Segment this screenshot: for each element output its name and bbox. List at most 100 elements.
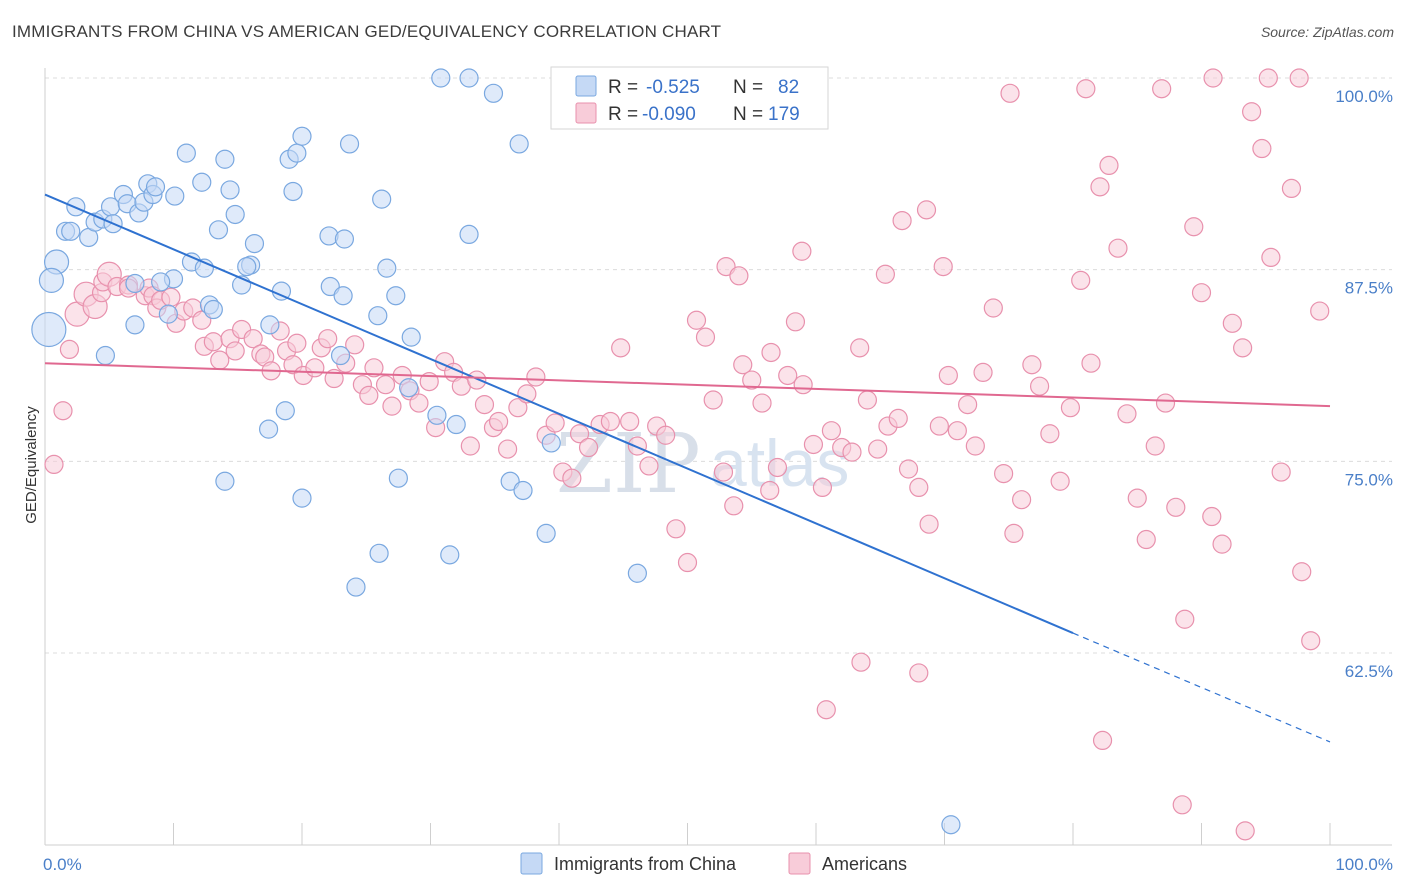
legend-n-label-china: N = bbox=[733, 77, 763, 98]
americans-point-142 bbox=[1261, 247, 1281, 267]
americans-point-56 bbox=[460, 436, 480, 456]
legend-r-label-americans: R = bbox=[608, 104, 638, 125]
china-point-41 bbox=[275, 401, 295, 421]
americans-point-159 bbox=[1152, 79, 1172, 99]
americans-point-42 bbox=[345, 335, 365, 355]
bottom-legend-china: Immigrants from China bbox=[554, 854, 737, 874]
americans-point-113 bbox=[983, 298, 1003, 318]
americans-point-153 bbox=[875, 264, 895, 284]
y-axis-label: GED/Equivalency bbox=[23, 406, 40, 524]
china-point-47 bbox=[319, 226, 339, 246]
americans-point-95 bbox=[812, 477, 833, 497]
americans-point-60 bbox=[489, 411, 509, 432]
legend: R = -0.525 N = 82 R = -0.090 N = 179 bbox=[550, 66, 829, 130]
americans-point-47 bbox=[382, 396, 402, 416]
americans-point-123 bbox=[1081, 353, 1101, 373]
y-tick-label-0: 100.0% bbox=[1335, 87, 1393, 106]
americans-point-165 bbox=[1235, 821, 1255, 841]
americans-point-139 bbox=[1233, 338, 1253, 358]
americans-point-61 bbox=[498, 439, 518, 459]
americans-points bbox=[44, 68, 1330, 841]
americans-point-99 bbox=[850, 338, 870, 358]
americans-point-116 bbox=[1011, 490, 1032, 510]
americans-point-114 bbox=[994, 464, 1014, 484]
americans-point-94 bbox=[803, 434, 824, 455]
china-point-44 bbox=[287, 143, 307, 163]
americans-point-127 bbox=[1117, 404, 1137, 424]
americans-point-107 bbox=[929, 416, 949, 436]
americans-point-158 bbox=[1076, 79, 1096, 99]
americans-point-37 bbox=[305, 358, 325, 378]
trend-lines bbox=[44, 193, 1331, 743]
americans-point-111 bbox=[965, 436, 985, 456]
americans-point-103 bbox=[888, 408, 908, 428]
china-point-23 bbox=[225, 204, 245, 225]
china-point-65 bbox=[509, 134, 529, 154]
americans-point-1 bbox=[53, 401, 73, 421]
americans-point-141 bbox=[1252, 138, 1272, 159]
americans-trend-line bbox=[44, 362, 1331, 408]
bottom-legend-swatch-americans bbox=[788, 852, 811, 875]
china-point-40 bbox=[260, 315, 280, 335]
americans-point-89 bbox=[760, 480, 780, 501]
americans-point-17 bbox=[161, 287, 181, 307]
americans-point-74 bbox=[620, 411, 640, 432]
china-point-0 bbox=[31, 311, 67, 348]
legend-n-value-china: 82 bbox=[778, 77, 799, 98]
americans-point-90 bbox=[767, 457, 788, 478]
americans-point-2 bbox=[59, 339, 80, 359]
china-point-36 bbox=[125, 315, 145, 335]
china-trend-line bbox=[44, 193, 1074, 634]
americans-point-150 bbox=[761, 342, 781, 363]
china-point-48 bbox=[334, 229, 355, 249]
americans-point-131 bbox=[1155, 393, 1176, 413]
americans-point-84 bbox=[713, 462, 734, 482]
americans-point-93 bbox=[793, 375, 813, 395]
legend-n-label-americans: N = bbox=[733, 104, 763, 125]
americans-point-135 bbox=[1191, 283, 1212, 303]
grid-lines bbox=[45, 77, 1392, 654]
americans-point-151 bbox=[792, 241, 812, 261]
americans-point-40 bbox=[324, 368, 344, 389]
americans-point-78 bbox=[656, 425, 676, 445]
americans-point-70 bbox=[578, 437, 599, 458]
americans-point-117 bbox=[1022, 355, 1042, 375]
americans-point-73 bbox=[611, 338, 631, 358]
china-point-32 bbox=[125, 273, 145, 294]
americans-point-28 bbox=[243, 329, 263, 349]
americans-point-138 bbox=[1222, 313, 1242, 333]
americans-point-162 bbox=[1258, 68, 1278, 88]
x-tick-label-0: 0.0% bbox=[43, 855, 82, 874]
china-point-25 bbox=[244, 234, 265, 254]
china-point-57 bbox=[401, 327, 421, 347]
americans-point-167 bbox=[909, 663, 929, 683]
legend-box bbox=[550, 66, 829, 130]
americans-point-26 bbox=[225, 341, 245, 361]
china-point-35 bbox=[158, 304, 178, 324]
americans-point-154 bbox=[916, 200, 937, 220]
china-point-68 bbox=[541, 433, 561, 453]
americans-point-76 bbox=[639, 456, 659, 476]
americans-point-96 bbox=[821, 421, 842, 441]
americans-point-91 bbox=[778, 365, 798, 386]
china-point-46 bbox=[283, 181, 303, 202]
americans-point-161 bbox=[1203, 68, 1223, 88]
china-point-22 bbox=[220, 180, 240, 200]
china-point-76 bbox=[627, 563, 647, 583]
china-point-61 bbox=[459, 224, 479, 244]
china-point-64 bbox=[483, 83, 504, 103]
americans-point-72 bbox=[600, 411, 621, 432]
china-point-77 bbox=[941, 815, 961, 835]
americans-point-35 bbox=[287, 333, 307, 353]
y-tick-labels: 100.0% 87.5% 75.0% 62.5% bbox=[1335, 87, 1393, 681]
americans-point-104 bbox=[898, 459, 919, 479]
americans-point-108 bbox=[938, 365, 958, 386]
china-point-34 bbox=[203, 299, 223, 320]
americans-point-147 bbox=[1310, 301, 1330, 321]
bottom-legend-swatch-china bbox=[520, 852, 543, 875]
americans-point-69 bbox=[569, 424, 590, 444]
americans-point-115 bbox=[1004, 523, 1024, 544]
americans-point-146 bbox=[1301, 631, 1321, 651]
americans-point-100 bbox=[857, 390, 878, 410]
